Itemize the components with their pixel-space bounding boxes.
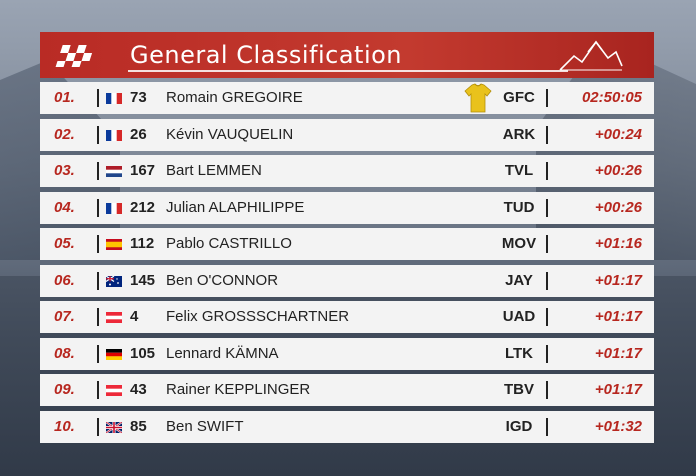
- table-row[interactable]: 09. 43 Rainer KEPPLINGER TBV +01:17: [40, 374, 654, 406]
- rider-name: Rainer KEPPLINGER: [166, 381, 311, 398]
- divider: [97, 162, 99, 180]
- divider: [97, 235, 99, 253]
- team-code: GFC: [503, 89, 535, 106]
- rank-position: 05.: [54, 235, 75, 252]
- flag-fr-icon: [106, 202, 122, 214]
- table-row[interactable]: 04. 212 Julian ALAPHILIPPE TUD +00:26: [40, 191, 654, 224]
- team-code: TVL: [504, 162, 534, 179]
- bib-number: 43: [130, 381, 147, 398]
- time-gap: +00:26: [594, 162, 642, 179]
- bib-number: 4: [130, 308, 139, 325]
- divider: [546, 162, 548, 180]
- team-code: TBV: [504, 381, 534, 398]
- divider: [97, 344, 99, 363]
- bib-number: 26: [130, 125, 147, 143]
- mountain-peaks-icon: [559, 40, 623, 71]
- table-row[interactable]: 10. 85 Ben SWIFT IGD +01:32: [40, 410, 654, 443]
- divider: [97, 417, 99, 436]
- time-gap: +01:16: [594, 235, 642, 252]
- rider-name: Lennard KÄMNA: [166, 344, 279, 362]
- flag-fr-icon: [106, 129, 122, 141]
- team-code: TUD: [503, 198, 535, 216]
- rank-position: 08.: [54, 344, 75, 362]
- table-row[interactable]: 03. 167 Bart LEMMEN TVL +00:26: [40, 155, 654, 187]
- bib-number: 85: [130, 417, 147, 435]
- divider: [546, 381, 548, 399]
- rank-position: 06.: [54, 271, 75, 289]
- divider: [97, 125, 99, 144]
- divider: [546, 271, 548, 290]
- rider-name: Bart LEMMEN: [166, 162, 262, 179]
- time-gap: +01:17: [594, 308, 642, 325]
- table-row[interactable]: 05. 112 Pablo CASTRILLO MOV +01:16: [40, 228, 654, 260]
- table-row[interactable]: 08. 105 Lennard KÄMNA LTK +01:17: [40, 337, 654, 370]
- time-gap: +01:17: [594, 381, 642, 398]
- table-row[interactable]: 02. 26 Kévin VAUQUELIN ARK +00:24: [40, 118, 654, 151]
- divider: [546, 89, 548, 107]
- team-code: MOV: [501, 235, 537, 252]
- divider: [97, 308, 99, 326]
- flag-at-icon: [106, 385, 122, 396]
- flag-at-icon: [106, 312, 122, 323]
- divider: [546, 125, 548, 144]
- flag-fr-icon: [106, 93, 122, 104]
- bib-number: 105: [130, 344, 156, 362]
- team-code: IGD: [505, 417, 533, 435]
- page-title: General Classification: [130, 41, 403, 69]
- table-row[interactable]: 06. 145 Ben O'CONNOR JAY +01:17: [40, 264, 654, 297]
- rider-name: Ben SWIFT: [166, 417, 244, 435]
- rider-name: Ben O'CONNOR: [166, 271, 279, 289]
- divider: [97, 198, 99, 217]
- flag-au-icon: [106, 275, 122, 287]
- divider: [546, 308, 548, 326]
- divider: [546, 198, 548, 217]
- bib-number: 73: [130, 89, 147, 106]
- checkered-flag-logo: [55, 45, 93, 67]
- rank-position: 07.: [54, 308, 75, 325]
- time-gap: 02:50:05: [581, 89, 642, 106]
- rank-position: 02.: [54, 125, 75, 143]
- divider: [546, 235, 548, 253]
- bib-number: 212: [130, 198, 156, 216]
- rider-name: Julian ALAPHILIPPE: [166, 198, 305, 216]
- divider: [97, 271, 99, 290]
- classification-panel: General Classification 01. 73 Romain GREGO…: [40, 32, 654, 448]
- team-code: JAY: [505, 271, 533, 289]
- time-gap: +01:17: [594, 344, 642, 362]
- rider-name: Pablo CASTRILLO: [166, 235, 292, 252]
- divider: [546, 344, 548, 363]
- time-gap: +00:24: [594, 125, 642, 143]
- team-code: ARK: [502, 125, 536, 143]
- rider-name: Felix GROSSSCHARTNER: [166, 308, 350, 325]
- divider: [97, 89, 99, 107]
- divider: [97, 381, 99, 399]
- flag-gb-icon: [106, 421, 122, 433]
- divider: [546, 417, 548, 436]
- title-underline: [128, 70, 568, 72]
- time-gap: +01:17: [594, 271, 642, 289]
- rank-position: 04.: [54, 198, 75, 216]
- team-code: LTK: [504, 344, 534, 362]
- rank-position: 09.: [54, 381, 75, 398]
- rider-name: Romain GREGOIRE: [166, 89, 303, 106]
- time-gap: +00:26: [594, 198, 642, 216]
- bib-number: 112: [130, 235, 155, 252]
- table-row[interactable]: 07. 4 Felix GROSSSCHARTNER UAD +01:17: [40, 301, 654, 333]
- yellow-jersey-icon: [464, 83, 492, 113]
- rank-position: 10.: [54, 417, 75, 435]
- rank-position: 03.: [54, 162, 75, 179]
- flag-de-icon: [106, 348, 122, 360]
- time-gap: +01:32: [594, 417, 642, 435]
- standings-list: 01. 73 Romain GREGOIRE GFC 02:50:05 02. 26 Kév…: [40, 82, 654, 447]
- rank-position: 01.: [54, 89, 75, 106]
- bib-number: 145: [130, 271, 156, 289]
- team-code: UAD: [502, 308, 536, 325]
- flag-es-icon: [106, 239, 122, 250]
- classification-header: General Classification: [40, 32, 654, 78]
- bib-number: 167: [130, 162, 156, 179]
- rider-name: Kévin VAUQUELIN: [166, 125, 294, 143]
- flag-nl-icon: [106, 166, 122, 177]
- table-row[interactable]: 01. 73 Romain GREGOIRE GFC 02:50:05: [40, 82, 654, 114]
